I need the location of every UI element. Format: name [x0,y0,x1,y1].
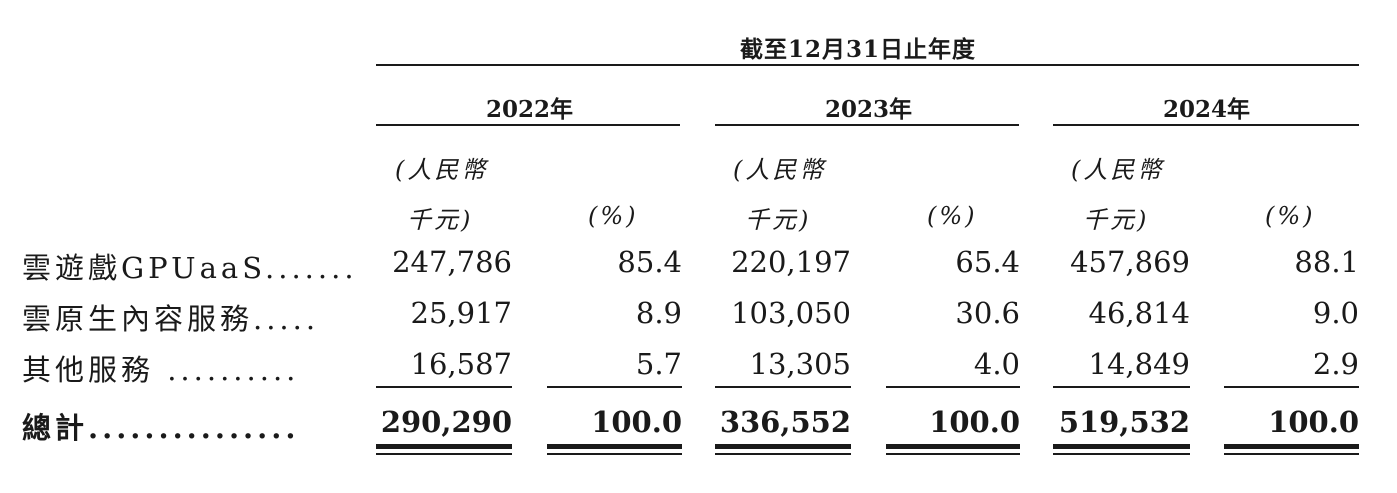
table-cell: 2.9 [1312,347,1359,381]
unit-label-line2: 千元) [1083,206,1150,234]
percent-label: (%) [1265,202,1316,230]
unit-label-line1: (人民幣 [395,156,489,184]
year-header: 2023年 [825,96,913,123]
table-cell: 103,050 [731,296,851,330]
table-cell: 220,197 [731,245,851,279]
year-header-rule-3 [1053,124,1359,126]
total-double-rule-top [715,444,851,449]
table-cell: 46,814 [1088,296,1190,330]
table-cell: 30.6 [955,296,1020,330]
table-cell: 88.1 [1294,245,1359,279]
total-double-rule-bottom [376,453,512,455]
total-double-rule-top [886,444,1020,449]
table-cell: 8.9 [635,296,682,330]
year-header: 2024年 [1163,96,1251,123]
unit-label-line1: (人民幣 [1071,156,1165,184]
total-cell: 100.0 [929,405,1020,439]
total-double-rule-top [376,444,512,449]
total-cell: 519,532 [1058,405,1190,439]
table-cell: 85.4 [617,245,682,279]
total-double-rule-bottom [1224,453,1359,455]
table-cell: 5.7 [635,347,682,381]
total-double-rule-bottom [1053,453,1190,455]
total-cell: 336,552 [719,405,851,439]
table-cell: 247,786 [392,245,512,279]
row-label: 其他服務 .......... [22,353,300,387]
subtotal-rule [547,386,682,388]
subtotal-rule [1224,386,1359,388]
unit-label-line1: (人民幣 [733,156,827,184]
total-double-rule-top [1224,444,1359,449]
table-cell: 4.0 [973,347,1020,381]
total-cell: 100.0 [1268,405,1359,439]
percent-label: (%) [588,202,639,230]
total-double-rule-bottom [886,453,1020,455]
subtotal-rule [886,386,1020,388]
year-header-rule-1 [376,124,680,126]
total-double-rule-bottom [715,453,851,455]
total-label: 總計............... [22,411,300,445]
table-cell: 16,587 [410,347,512,381]
year-header-rule-2 [715,124,1019,126]
unit-label-line2: 千元) [407,206,474,234]
subtotal-rule [1053,386,1190,388]
unit-label-line2: 千元) [745,206,812,234]
table-cell: 13,305 [749,347,851,381]
table-cell: 457,869 [1070,245,1190,279]
percent-label: (%) [927,202,978,230]
row-label: 雲原生內容服務..... [22,302,320,336]
table-cell: 14,849 [1088,347,1190,381]
table-cell: 9.0 [1312,296,1359,330]
total-double-rule-bottom [547,453,682,455]
subtotal-rule [715,386,851,388]
table-cell: 65.4 [955,245,1020,279]
table-cell: 25,917 [410,296,512,330]
period-header: 截至12月31日止年度 [740,36,977,63]
row-label: 雲遊戲GPUaaS....... [22,251,358,285]
total-cell: 290,290 [380,405,512,439]
period-header-rule [376,64,1359,66]
subtotal-rule [376,386,512,388]
total-double-rule-top [547,444,682,449]
total-cell: 100.0 [591,405,682,439]
year-header: 2022年 [486,96,574,123]
total-double-rule-top [1053,444,1190,449]
